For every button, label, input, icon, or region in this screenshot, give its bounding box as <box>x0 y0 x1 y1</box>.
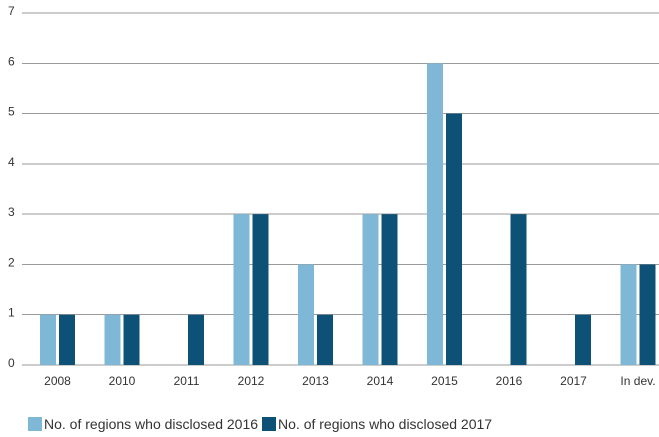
bar-2010-series-1 <box>104 314 121 365</box>
bar-2016-series-2 <box>510 214 527 365</box>
y-tick-label-6: 6 <box>8 54 15 68</box>
bar-2010-series-2 <box>123 314 140 365</box>
x-tick-label-2012: 2012 <box>238 374 265 388</box>
bars <box>40 63 656 366</box>
x-axis-ticks: 2008 2010 2011 2012 2013 2014 2015 2016 2017 In d… <box>44 374 655 388</box>
legend: No. of regions who disclosed 2016 No. of… <box>28 414 496 434</box>
x-tick-label-2015: 2015 <box>431 374 458 388</box>
bar-2012-series-2 <box>252 214 269 365</box>
legend-swatch-2016 <box>28 417 42 431</box>
y-tick-label-7: 7 <box>8 4 15 18</box>
y-tick-label-3: 3 <box>8 205 15 219</box>
bar-2008-series-1 <box>40 314 56 365</box>
bar-2015-series-1 <box>427 63 443 366</box>
legend-label-2017: No. of regions who disclosed 2017 <box>278 416 493 432</box>
y-axis-ticks: 0 1 2 3 4 5 6 7 <box>8 4 15 370</box>
x-tick-label-2016: 2016 <box>496 374 523 388</box>
x-tick-label-2008: 2008 <box>44 374 71 388</box>
bar-2014-series-2 <box>381 214 398 365</box>
x-tick-label-2017: 2017 <box>560 374 587 388</box>
x-tick-label-2011: 2011 <box>174 374 200 388</box>
bar-2012-series-1 <box>233 214 250 365</box>
x-tick-label-indev: In dev. <box>620 374 655 388</box>
legend-item-2016: No. of regions who disclosed 2016 <box>28 416 258 432</box>
y-tick-label-1: 1 <box>8 306 15 320</box>
bar-2011-series-2 <box>188 314 204 365</box>
x-tick-label-2014: 2014 <box>367 374 394 388</box>
gridlines <box>22 12 659 366</box>
bar-2017-series-2 <box>575 314 591 365</box>
bar-indev-series-2 <box>639 264 656 365</box>
x-tick-label-2013: 2013 <box>302 374 329 388</box>
legend-item-2017: No. of regions who disclosed 2017 <box>262 416 492 432</box>
x-tick-label-2010: 2010 <box>109 374 136 388</box>
y-tick-label-4: 4 <box>8 155 15 169</box>
y-tick-label-0: 0 <box>8 356 15 370</box>
bar-2008-series-2 <box>59 314 75 365</box>
bar-2015-series-2 <box>446 113 462 365</box>
bar-2014-series-1 <box>362 214 379 365</box>
legend-label-2016: No. of regions who disclosed 2016 <box>44 416 259 432</box>
bar-indev-series-1 <box>620 264 637 365</box>
legend-swatch-2017 <box>262 417 277 431</box>
bar-2013-series-1 <box>298 264 314 365</box>
y-tick-label-5: 5 <box>8 105 15 119</box>
y-tick-label-2: 2 <box>8 255 15 269</box>
bar-2013-series-2 <box>317 314 333 365</box>
